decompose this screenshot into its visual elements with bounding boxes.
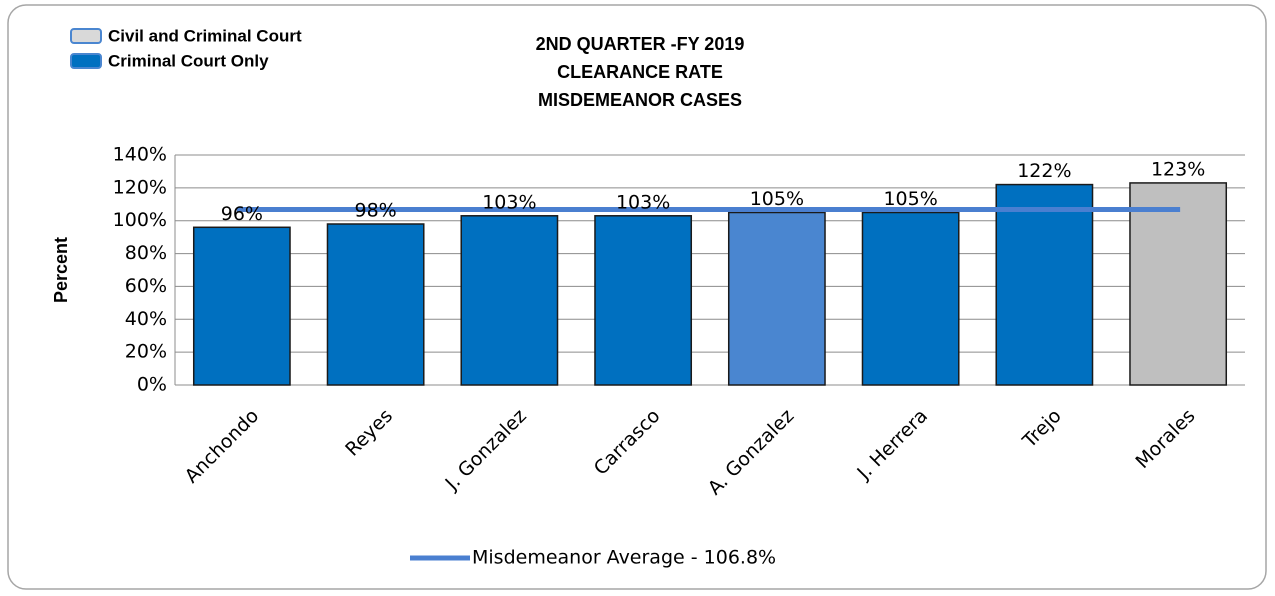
chart-title: MISDEMEANOR CASES xyxy=(538,90,742,110)
bar xyxy=(192,226,291,386)
bar xyxy=(1129,182,1228,386)
data-label: 122% xyxy=(1017,160,1071,182)
legend-label: Civil and Criminal Court xyxy=(108,26,302,45)
bar xyxy=(995,183,1094,386)
data-label: 96% xyxy=(221,203,263,225)
bar xyxy=(326,223,425,386)
bar xyxy=(861,211,960,386)
chart-title: 2ND QUARTER -FY 2019 xyxy=(536,34,745,54)
legend-label: Misdemeanor Average - 106.8% xyxy=(472,547,776,569)
y-tick-label: 60% xyxy=(125,275,167,297)
y-tick-label: 20% xyxy=(125,341,167,363)
y-tick-label: 0% xyxy=(137,374,167,396)
data-label: 105% xyxy=(750,188,804,210)
y-tick-label: 120% xyxy=(113,176,167,198)
bar xyxy=(460,215,559,386)
data-label: 98% xyxy=(355,200,397,222)
data-label: 103% xyxy=(616,191,670,213)
y-tick-label: 80% xyxy=(125,242,167,264)
chart-title: CLEARANCE RATE xyxy=(557,62,723,82)
legend-swatch xyxy=(70,53,102,69)
legend-label: Criminal Court Only xyxy=(108,51,269,70)
data-label: 105% xyxy=(883,188,937,210)
data-label: 103% xyxy=(482,191,536,213)
data-label: 123% xyxy=(1151,158,1205,180)
bar xyxy=(594,215,693,386)
y-tick-label: 40% xyxy=(125,308,167,330)
y-tick-label: 140% xyxy=(113,144,167,166)
y-tick-label: 100% xyxy=(113,209,167,231)
y-axis-label: Percent xyxy=(51,237,71,303)
bar xyxy=(727,211,826,386)
legend-swatch xyxy=(70,28,102,44)
